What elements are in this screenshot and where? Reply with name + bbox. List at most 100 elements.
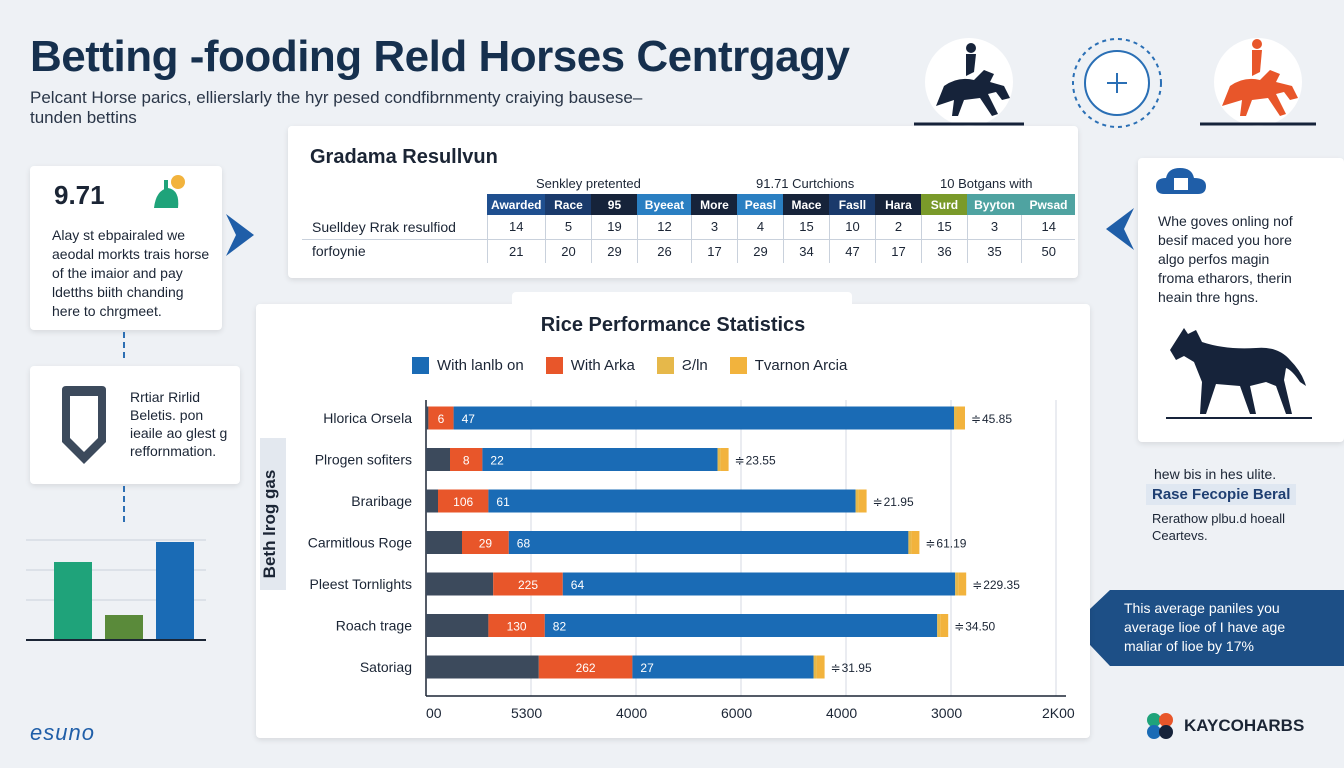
bar-segment-tan — [954, 406, 957, 430]
end-label-marker: ≑ — [831, 661, 841, 675]
bar-segment-dark — [426, 614, 489, 637]
table-cell: 14 — [1020, 215, 1076, 240]
end-label-marker: ≑ — [925, 537, 935, 551]
x-tick-label: 4000 — [616, 705, 647, 721]
legend-label-2: With Arka — [570, 357, 635, 374]
legend-swatch-2 — [545, 357, 563, 374]
page-title: Betting -fooding Reld Horses Centrgagy — [30, 32, 850, 81]
results-table-header: Awarded Race 95 Byeeat More Peasl Mace Fasll Har… — [302, 194, 1076, 215]
chart-title: Rice Performance Statistics — [540, 314, 806, 336]
end-label: 229.35 — [983, 578, 1020, 592]
bar-segment-orange — [428, 406, 454, 430]
category-label: Roach trage — [336, 618, 412, 634]
table-cell: 34 — [782, 239, 830, 263]
table-cell: 17 — [690, 239, 738, 263]
bar-segment-tan — [908, 531, 912, 554]
footer-logo-right: KAYCOHARBS — [1144, 710, 1304, 742]
table-cell: 26 — [636, 239, 692, 263]
end-label-marker: ≑ — [954, 620, 964, 634]
table-cell: 14 — [486, 215, 546, 240]
table-column-header: Fasll — [829, 194, 876, 215]
x-tick-label: 4000 — [826, 705, 857, 721]
connector-line-1 — [123, 332, 125, 358]
table-cell: 15 — [920, 215, 968, 240]
bar-label-orange: 262 — [576, 661, 596, 675]
bar-label-orange: 8 — [463, 454, 470, 468]
legend-item-4: Tvarnon Arcia — [729, 357, 847, 374]
table-cell: 2 — [874, 215, 922, 240]
bar-label-orange: 29 — [479, 537, 493, 551]
cloud-icon — [1156, 168, 1206, 194]
category-label: Pleest Tornlights — [310, 576, 412, 592]
table-column-header: Hara — [875, 194, 922, 215]
bar-segment-dark — [426, 406, 429, 430]
table-column-header: Peasl — [737, 194, 784, 215]
tip-text: Rrtiar Rirlid Beletis. pon ieaile ao gle… — [130, 389, 228, 459]
table-cell: 5 — [544, 215, 592, 240]
end-label: 21.95 — [884, 495, 914, 509]
table-cell: 35 — [966, 239, 1022, 263]
legend-item-3: Ƨ/ln — [656, 357, 708, 374]
bar-segment-yellow — [958, 572, 967, 596]
info-card-right — [1138, 158, 1344, 442]
bar-segment-blue — [544, 614, 938, 637]
end-label: 61.19 — [936, 537, 966, 551]
connector-line-2 — [123, 486, 125, 522]
bar-segment-orange — [538, 655, 633, 679]
table-column-header: Mace — [783, 194, 830, 215]
table-cell: 17 — [874, 239, 922, 263]
legend-label-3: Ƨ/ln — [681, 357, 708, 374]
table-row-label: Suelldey Rrak resulfiod — [302, 215, 487, 240]
bar-segment-orange — [488, 614, 545, 637]
table-column-header: More — [691, 194, 738, 215]
results-table-tab — [288, 126, 538, 176]
table-cell: 10 — [828, 215, 876, 240]
bar-segment-tan — [937, 614, 941, 637]
chart-plot: 00 5300 4000 6000 4000 3000 2K00 Hlorica Orsela… — [308, 400, 1075, 721]
bar-segment-blue — [453, 406, 954, 430]
group-label-2: 91.71 Curtchions — [756, 176, 855, 191]
note-top: hew bis in hes ulite. — [1154, 466, 1277, 482]
bar-label-blue: 68 — [517, 537, 531, 551]
category-label: Plrogen sofiters — [315, 452, 412, 468]
legend-swatch-1 — [412, 357, 429, 374]
x-tick-label: 3000 — [931, 705, 962, 721]
bar-segment-orange — [438, 489, 489, 513]
table-cell: 12 — [636, 215, 692, 240]
table-cell: 50 — [1020, 239, 1076, 263]
table-cell: 20 — [544, 239, 592, 263]
bar-segment-dark — [426, 572, 494, 596]
bar-label-blue: 47 — [462, 412, 476, 426]
bar-segment-blue — [508, 531, 909, 554]
table-cell: 36 — [920, 239, 968, 263]
legend-item-1: With lanlb on — [412, 357, 524, 374]
bar-label-blue: 82 — [553, 620, 567, 634]
table-cell: 19 — [590, 215, 638, 240]
table-column-header: Pwsad — [1021, 194, 1076, 215]
table-cell: 29 — [590, 239, 638, 263]
bar-segment-blue — [632, 655, 814, 679]
bar-segment-orange — [493, 572, 563, 596]
brand-logo-icon — [1147, 713, 1173, 739]
stat-value: 9.71 — [54, 180, 105, 210]
legend-item-2: With Arka — [545, 357, 635, 374]
legend-swatch-4 — [729, 357, 747, 374]
table-cell: 29 — [736, 239, 784, 263]
end-label: 34.50 — [965, 620, 995, 634]
end-label: 45.85 — [982, 412, 1012, 426]
bar-label-orange: 106 — [453, 495, 473, 509]
callout-text: This average paniles you average lioe of… — [1124, 600, 1286, 654]
bar-label-orange: 130 — [507, 620, 527, 634]
horse-rider-icon — [914, 38, 1024, 126]
legend-label-1: With lanlb on — [437, 357, 524, 374]
bar-segment-blue — [488, 489, 856, 513]
results-table: Awarded Race 95 Byeeat More Peasl Mace Fasll Har… — [302, 194, 1076, 263]
bar-label-blue: 64 — [571, 578, 585, 592]
table-cell: 3 — [966, 215, 1022, 240]
note-title: Rase Fecopie Beral — [1146, 484, 1297, 505]
table-cell: 3 — [690, 215, 738, 240]
table-corner — [302, 194, 487, 215]
category-label: Carmitlous Roge — [308, 535, 412, 551]
end-label-marker: ≑ — [972, 578, 982, 592]
y-axis-label-box — [260, 438, 286, 590]
